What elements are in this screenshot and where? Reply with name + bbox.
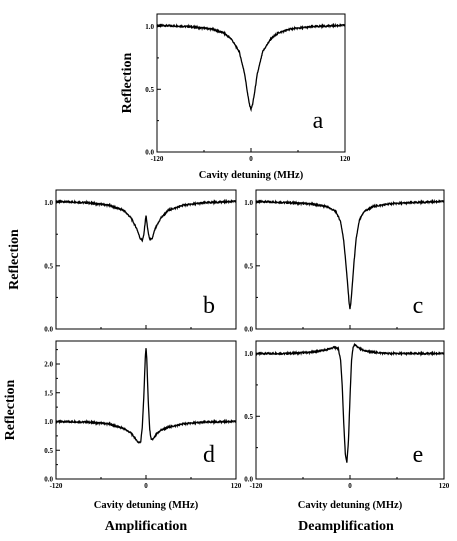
caption-amplification: Amplification [105,519,188,534]
panel-label-d: d [203,442,215,468]
x-tick-label: 120 [439,482,450,490]
y-tick-label: 1.0 [44,418,53,426]
y-tick-label: 1.0 [244,350,253,358]
panel-label-b: b [203,293,215,319]
panel-label-a: a [313,108,324,134]
x-tick-label: 120 [231,482,242,490]
x-axis-label: Cavity detuning (MHz) [298,500,403,511]
x-axis-label: Cavity detuning (MHz) [199,170,304,181]
panel-c: 0.0 0.5 1.0 c [244,189,445,334]
panel-e: 0.0 0.5 1.0 -120 0 120 e Cavity detuning (MHz) [244,340,450,511]
y-tick-label: 0.0 [44,476,53,484]
x-tick-label: -120 [250,482,263,490]
y-tick-label: 1.5 [44,389,53,397]
y-tick-label: 0.5 [244,413,253,421]
y-tick-label: 0.5 [145,86,154,94]
x-tick-label: -120 [50,482,63,490]
y-tick-label: 0.5 [44,447,53,455]
series-line-c [255,198,445,310]
panel-b: 0.0 0.5 1.0 b Reflection [7,189,237,334]
y-tick-label: 0.5 [44,262,53,270]
y-axis-label: Reflection [7,229,22,290]
y-tick-label: 0.0 [244,476,253,484]
y-tick-label: 1.0 [145,23,154,31]
y-tick-label: 0.0 [145,149,154,157]
x-tick-label: 0 [144,482,148,490]
panel-d: 0.0 0.5 1.0 1.5 2.0 -120 0 120 d Reflection Cavity… [3,340,242,511]
panel-a: 0.0 0.5 1.0 -120 0 120 a Reflection Cavity detun… [120,13,351,181]
y-axis-label: Reflection [120,52,135,113]
series-line-a [156,22,346,113]
caption-deamplification: Deamplification [298,519,394,534]
x-tick-label: 0 [348,482,352,490]
y-tick-label: 1.0 [244,199,253,207]
series-line-e [255,342,445,463]
panel-label-e: e [413,442,424,468]
y-tick-label: 1.0 [44,199,53,207]
y-tick-label: 0.0 [244,326,253,334]
y-tick-label: 0.0 [44,326,53,334]
x-tick-label: 0 [249,155,253,163]
panel-label-c: c [413,293,424,319]
y-tick-label: 0.5 [244,262,253,270]
x-axis-label: Cavity detuning (MHz) [94,500,199,511]
y-tick-label: 2.0 [44,361,53,369]
series-line-b [55,198,237,243]
series-line-d [55,348,237,444]
x-tick-label: 120 [340,155,351,163]
y-axis-label: Reflection [3,379,18,440]
x-tick-label: -120 [151,155,164,163]
